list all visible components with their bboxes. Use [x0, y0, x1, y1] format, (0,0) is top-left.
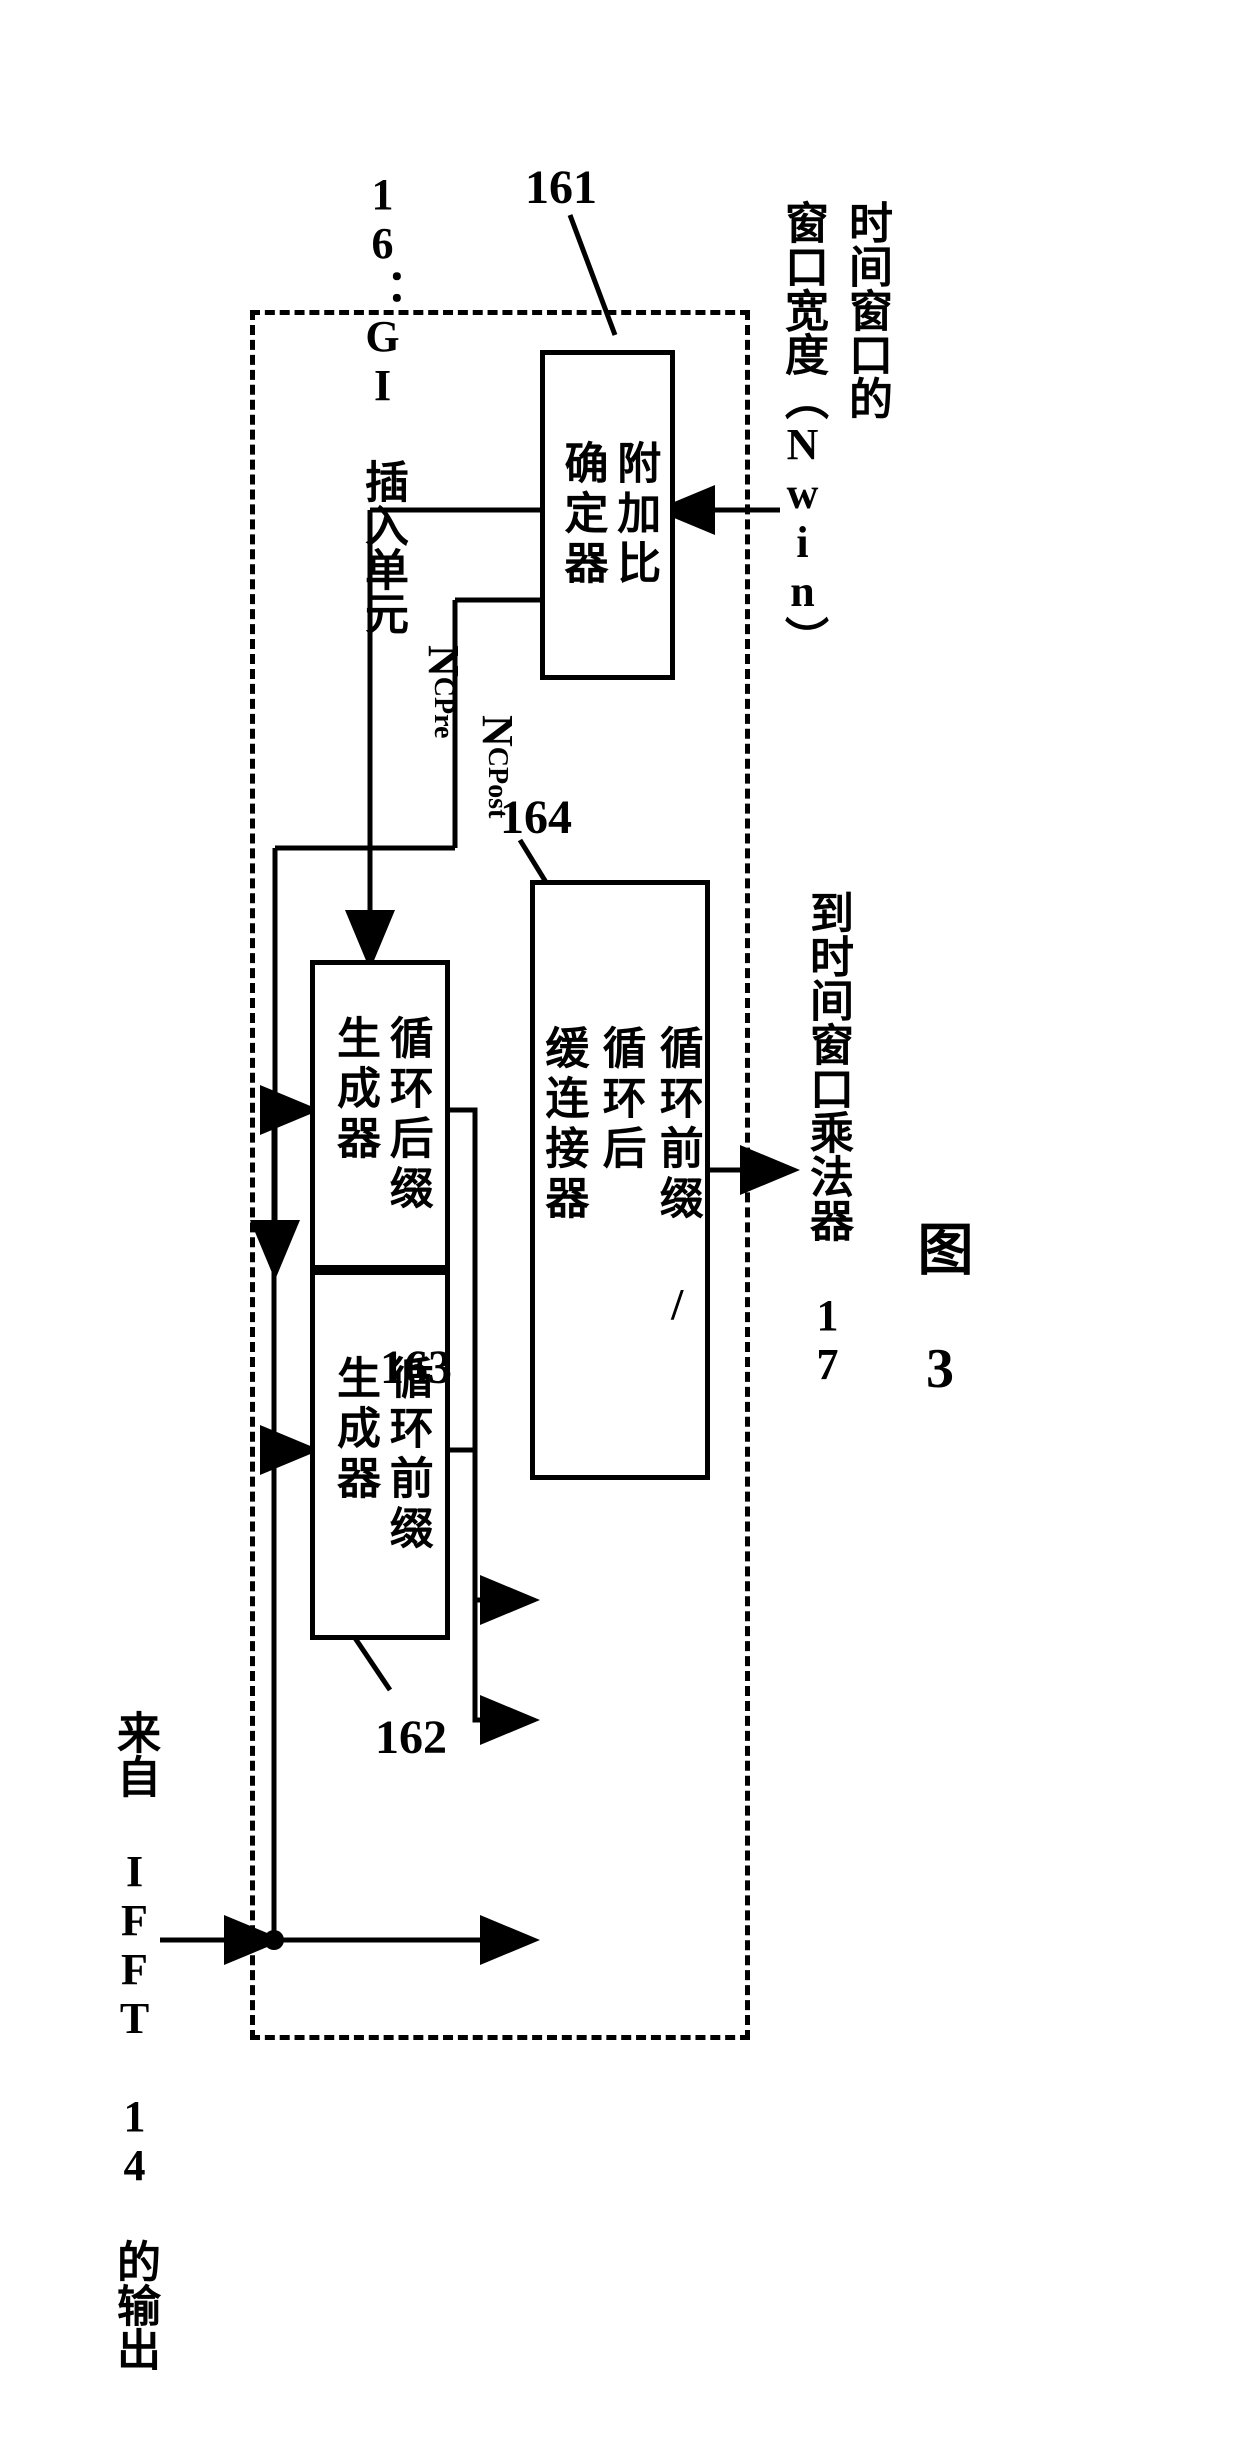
gi-insert-unit-title: 16：GI 插入单元	[350, 170, 414, 635]
postfix-generator-label: 循环后缀生成器	[327, 1015, 433, 1215]
input-ifft-label: 来自 IFFT 14 的输出	[102, 1710, 166, 2371]
ratio-determiner-label: 附加比确定器	[555, 440, 661, 590]
connector-block: 循环前缀 /循环后缓连接器	[530, 880, 710, 1480]
ncpre-label: NCPre	[418, 645, 469, 738]
ncpost-label: NCPost	[472, 715, 523, 818]
ref-163: 163	[380, 1340, 452, 1395]
figure-caption: 图 3	[900, 1220, 981, 1400]
postfix-generator-block: 循环后缀生成器	[310, 960, 450, 1270]
input-nwin-label: 时间窗口的窗口宽度（Nwin）	[770, 200, 898, 660]
ref-162: 162	[375, 1710, 447, 1765]
prefix-generator-block: 循环前缀生成器	[310, 1270, 450, 1640]
ref-161: 161	[525, 160, 597, 215]
diagram-canvas: 16：GI 插入单元 附加比确定器 161 循环前缀生成器 162 循环后缀生成…	[20, 20, 1251, 2418]
connector-label: 循环前缀 /循环后缓连接器	[534, 1025, 706, 1335]
ratio-determiner-block: 附加比确定器	[540, 350, 675, 680]
output-label: 到时间窗口乘法器 17	[795, 890, 859, 1389]
